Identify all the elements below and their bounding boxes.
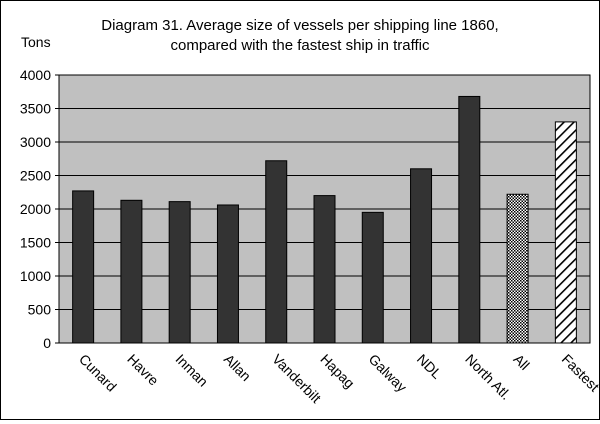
- chart-title-line-1: Diagram 31. Average size of vessels per …: [101, 17, 498, 34]
- x-tick-label: Fastest: [559, 351, 599, 395]
- y-tick-label: 0: [43, 335, 51, 351]
- x-tick-label: Cunard: [76, 351, 120, 395]
- y-tick-label: 2000: [20, 201, 51, 217]
- y-tick-labels: 0 500 1000 1500 2000 2500 3000 3500 4000: [20, 67, 51, 351]
- y-tick-label: 2500: [20, 168, 51, 184]
- bar-north-atl: [458, 95, 481, 344]
- bar-allan: [216, 204, 239, 344]
- y-tick-label: 3500: [20, 101, 51, 117]
- bar-havre: [120, 199, 143, 344]
- x-tick-label: Hapag: [317, 351, 357, 391]
- y-tick-label: 3000: [20, 134, 51, 150]
- y-tick-label: 500: [28, 302, 52, 318]
- x-tick-label: NDL: [414, 351, 445, 382]
- bar-cunard: [72, 190, 95, 344]
- chart-title-line-2: compared with the fastest ship in traffi…: [170, 37, 430, 54]
- x-tick-label: All: [510, 351, 532, 373]
- y-axis-label: Tons: [21, 34, 51, 50]
- x-tick-label: Galway: [366, 351, 410, 395]
- x-tick-label: Inman: [173, 351, 212, 390]
- x-tick-label: Havre: [124, 351, 162, 389]
- bar-vanderbilt: [265, 160, 288, 344]
- x-tick-label: North Atl.: [462, 351, 514, 403]
- y-tick-label: 1000: [20, 268, 51, 284]
- bar-ndl: [410, 168, 433, 344]
- bars: [72, 95, 577, 344]
- bar-hapag: [313, 195, 336, 344]
- x-tick-label: Vanderbilt: [269, 351, 324, 406]
- bar-fastest: [554, 121, 577, 344]
- bar-galway: [361, 211, 384, 344]
- bar-inman: [168, 201, 191, 344]
- y-tick-label: 1500: [20, 235, 51, 251]
- x-tick-label: Allan: [221, 351, 254, 384]
- y-tick-label: 4000: [20, 67, 51, 83]
- bar-all: [506, 193, 529, 344]
